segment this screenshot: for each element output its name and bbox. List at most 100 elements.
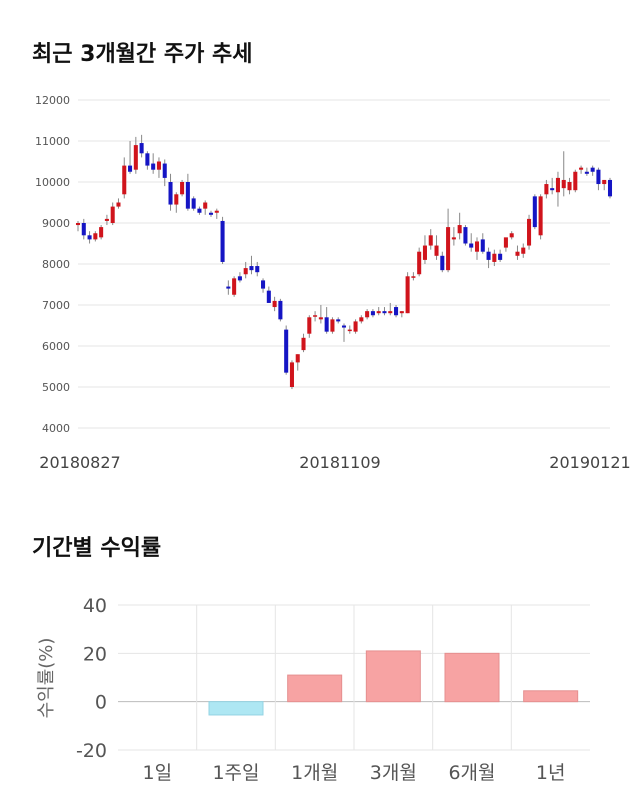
candle-body — [446, 227, 451, 271]
y-tick-label: 40 — [83, 595, 107, 617]
candle-body — [532, 196, 537, 228]
candle-body — [428, 235, 433, 246]
y-tick-label: 12000 — [35, 94, 70, 107]
candle-body — [567, 182, 572, 191]
x-tick-label: 1주일 — [212, 762, 259, 784]
candle-body — [382, 311, 387, 314]
y-tick-label: 4000 — [42, 422, 70, 435]
x-tick-label: 1개월 — [291, 762, 338, 784]
return-bar — [444, 652, 500, 703]
candle-body — [237, 276, 242, 281]
x-tick-label: 3개월 — [370, 762, 417, 784]
candle-body — [180, 182, 185, 195]
candle-body — [249, 266, 254, 271]
candle-body — [353, 321, 358, 332]
candle-body — [411, 276, 416, 278]
candle-body — [139, 143, 144, 154]
candle-body — [93, 233, 98, 240]
candle-body — [278, 300, 283, 320]
candle-body — [185, 182, 190, 209]
candle-body — [104, 218, 109, 221]
candle-body — [208, 212, 214, 215]
candle-body — [492, 253, 497, 262]
candle-body — [87, 235, 92, 240]
candle-body — [122, 165, 127, 195]
candle-body — [417, 251, 422, 275]
candle-body — [561, 179, 566, 189]
candle-body — [405, 276, 410, 314]
candle-body — [81, 223, 86, 236]
candle-body — [544, 184, 549, 195]
candle-body — [99, 227, 104, 238]
candle-body — [266, 290, 271, 303]
candle-body — [151, 163, 156, 170]
candle-body — [451, 237, 456, 240]
candle-body — [365, 311, 370, 318]
candle-body — [573, 171, 578, 191]
candle-body — [284, 329, 289, 373]
candle-body — [602, 179, 607, 185]
candle-body — [486, 251, 491, 260]
candle-body — [474, 241, 480, 252]
candle-body — [503, 237, 508, 248]
candle-body — [75, 223, 81, 226]
candle-body — [341, 325, 347, 328]
candle-body — [359, 317, 364, 322]
candle-body — [480, 239, 485, 252]
candle-body — [289, 362, 294, 387]
candle-body — [607, 179, 613, 197]
y-tick-label: 0 — [95, 692, 107, 714]
candle-body — [579, 167, 584, 170]
return-bar — [523, 690, 579, 703]
candle-body — [272, 300, 277, 308]
y-tick-label: 8000 — [42, 258, 70, 271]
x-tick-label: 1일 — [143, 762, 173, 784]
candle-body — [220, 220, 225, 262]
candle-body — [255, 266, 260, 273]
y-axis-label: 수익률(%) — [36, 638, 57, 719]
y-tick-label: 10000 — [35, 176, 70, 189]
candle-body — [347, 329, 352, 332]
candle-body — [463, 227, 468, 244]
candle-body — [550, 188, 555, 191]
y-tick-label: 6000 — [42, 340, 70, 353]
candle-body — [156, 161, 161, 170]
x-tick-label: 20190121 — [549, 453, 630, 472]
candle-body — [434, 245, 439, 256]
candle-body — [145, 153, 150, 166]
candle-body — [498, 253, 503, 260]
candle-body — [197, 208, 202, 213]
candle-body — [214, 210, 219, 213]
candle-body — [191, 198, 196, 209]
candle-body — [509, 233, 514, 238]
candle-body — [110, 206, 115, 223]
candle-body — [295, 354, 300, 363]
candle-body — [226, 286, 231, 289]
candle-body — [584, 171, 589, 174]
candle-body — [116, 202, 121, 207]
candle-body — [388, 311, 393, 314]
y-tick-label: 20 — [83, 643, 107, 665]
x-tick-label: 6개월 — [448, 762, 495, 784]
returns-chart-title: 기간별 수익률 — [32, 536, 162, 561]
candle-body — [422, 245, 427, 260]
candle-body — [469, 243, 474, 248]
candle-body — [515, 251, 520, 256]
candle-body — [336, 319, 341, 322]
candle-body — [440, 255, 445, 271]
candle-body — [324, 317, 329, 332]
candle-body — [307, 317, 312, 334]
candle-body — [162, 163, 167, 178]
x-tick-label: 20180827 — [39, 453, 120, 472]
candle-body — [394, 307, 399, 316]
candle-body — [376, 311, 381, 314]
candle-body — [232, 278, 237, 295]
candle-body — [174, 194, 179, 205]
x-tick-label: 20181109 — [299, 453, 380, 472]
y-tick-label: 5000 — [42, 381, 70, 394]
x-tick-label: 1년 — [536, 762, 566, 784]
candle-body — [399, 311, 404, 314]
candlestick-chart: 12000 11000 10000 9000 8000 7000 6000 5000 4000 2… — [35, 94, 631, 472]
candle-body — [128, 165, 133, 172]
